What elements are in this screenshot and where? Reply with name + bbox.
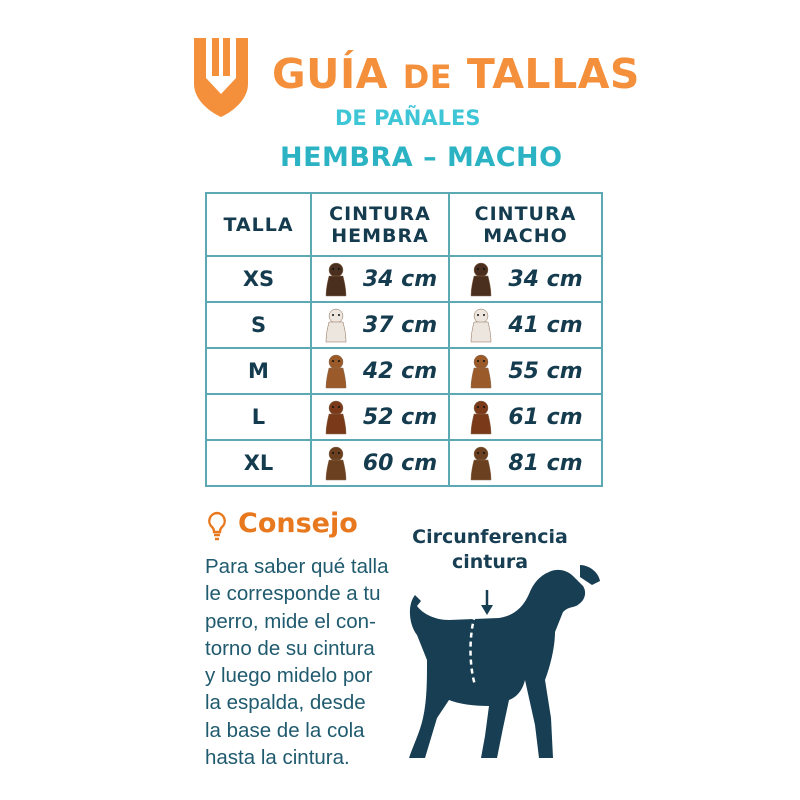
dog-chihuahua-icon xyxy=(325,262,347,297)
subtitle: DE PAÑALES xyxy=(335,106,481,130)
table-row: XS 34 cm 34 cm xyxy=(205,255,603,303)
female-cell: 60 cm xyxy=(310,439,450,487)
lightbulb-icon xyxy=(208,511,226,541)
dog-german-shepherd-icon xyxy=(471,446,492,481)
size-cell: L xyxy=(205,393,312,441)
brand-logo-icon xyxy=(194,38,248,117)
male-waist: 61 cm xyxy=(508,404,583,430)
male-cell: 34 cm xyxy=(448,255,603,303)
table-row: XL 60 cm 81 cm xyxy=(205,439,603,487)
dog-chihuahua-icon xyxy=(471,262,492,297)
female-waist: 60 cm xyxy=(362,450,438,476)
dog-maltese-icon xyxy=(325,308,347,343)
female-cell: 34 cm xyxy=(310,255,450,303)
dog-cocker-spaniel-icon xyxy=(471,400,492,435)
male-waist: 41 cm xyxy=(508,312,583,338)
size-cell: S xyxy=(205,301,312,349)
male-waist: 81 cm xyxy=(508,450,583,476)
gender-line: HEMBRA – MACHO xyxy=(280,142,563,173)
size-cell: XS xyxy=(205,255,312,303)
male-cell: 81 cm xyxy=(448,439,603,487)
dog-beagle-icon xyxy=(325,354,347,389)
male-waist: 34 cm xyxy=(508,266,583,292)
page-title: GUÍA DE TALLAS xyxy=(272,50,640,98)
header-male: CINTURA MACHO xyxy=(448,192,603,257)
tip-body: Para saber qué talla le corresponde a tu… xyxy=(205,555,389,770)
table-row: M 42 cm 55 cm xyxy=(205,347,603,395)
female-cell: 37 cm xyxy=(310,301,450,349)
dog-maltese-icon xyxy=(471,308,492,343)
table-row: L 52 cm 61 cm xyxy=(205,393,603,441)
female-waist: 52 cm xyxy=(362,404,438,430)
dog-cocker-spaniel-icon xyxy=(325,400,347,435)
tip-title: Consejo xyxy=(238,508,358,539)
male-cell: 41 cm xyxy=(448,301,603,349)
header-size: TALLA xyxy=(205,192,312,257)
size-cell: M xyxy=(205,347,312,395)
female-waist: 42 cm xyxy=(362,358,438,384)
size-cell: XL xyxy=(205,439,312,487)
male-cell: 61 cm xyxy=(448,393,603,441)
male-waist: 55 cm xyxy=(508,358,583,384)
female-cell: 52 cm xyxy=(310,393,450,441)
dog-beagle-icon xyxy=(471,354,492,389)
diagram-label: Circunferencia cintura xyxy=(412,526,568,573)
female-cell: 42 cm xyxy=(310,347,450,395)
dog-silhouette-icon xyxy=(409,565,600,758)
header-female: CINTURA HEMBRA xyxy=(310,192,450,257)
female-waist: 34 cm xyxy=(362,266,438,292)
dog-german-shepherd-icon xyxy=(325,446,347,481)
table-row: S 37 cm 41 cm xyxy=(205,301,603,349)
male-cell: 55 cm xyxy=(448,347,603,395)
female-waist: 37 cm xyxy=(362,312,438,338)
size-table: TALLA CINTURA HEMBRA CINTURA MACHO XS 34 c… xyxy=(205,192,603,487)
